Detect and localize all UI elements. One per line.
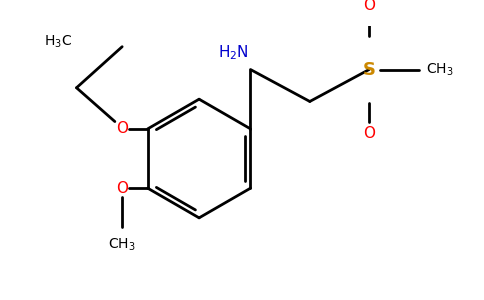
Text: O: O <box>363 0 375 13</box>
Text: H$_3$C: H$_3$C <box>44 34 72 50</box>
Text: CH$_3$: CH$_3$ <box>426 61 454 78</box>
Text: O: O <box>116 122 128 136</box>
Text: CH$_3$: CH$_3$ <box>108 237 136 253</box>
Text: O: O <box>363 126 375 141</box>
Text: O: O <box>116 181 128 196</box>
Text: H$_2$N: H$_2$N <box>218 44 249 62</box>
Text: S: S <box>363 61 376 79</box>
